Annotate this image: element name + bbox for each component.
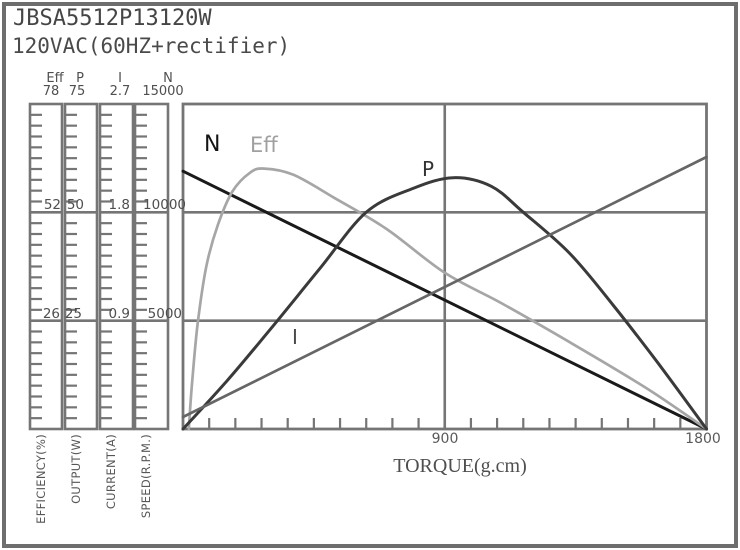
page-title: JBSA5512P13120W [13, 6, 212, 31]
axis-unit-current: CURRENT(A) [104, 434, 118, 510]
x-axis-title: TORQUE(g.cm) [393, 455, 527, 477]
axis-unit-speed: SPEED(R.P.M.) [139, 434, 153, 519]
curve-label-i: I [292, 325, 298, 349]
axis-header-p: P [76, 71, 84, 86]
axis-top-n: 15000 [142, 84, 184, 99]
axis-unit-output: OUTPUT(W) [69, 434, 83, 504]
axis-low-eff: 26 [42, 306, 60, 322]
axis-mid-eff: 52 [43, 197, 61, 213]
curve-label-p: P [422, 157, 435, 181]
axis-top-i: 2.7 [109, 84, 131, 99]
axis-mid-p: 50 [66, 197, 84, 213]
axis-header-n: N [163, 71, 173, 86]
axis-top-eff: 78 [42, 84, 60, 99]
curve-eff [187, 167, 708, 431]
axis-unit-efficiency: EFFICIENCY(%) [34, 434, 48, 524]
axis-low-p: 25 [64, 306, 82, 322]
axis-top-p: 75 [68, 84, 86, 99]
axis-low-n: 5000 [147, 306, 182, 322]
curve-label-eff: Eff [250, 133, 278, 157]
axis-mid-i: 1.8 [108, 197, 130, 213]
curve-label-n: N [204, 132, 221, 157]
curve-i [181, 155, 708, 419]
axis-header-eff: Eff [46, 71, 64, 86]
page-subtitle: 120VAC(60HZ+rectifier) [12, 34, 291, 58]
axis-low-i: 0.9 [108, 306, 130, 322]
curve-p [181, 176, 708, 431]
curve-n [181, 169, 708, 431]
axis-mid-n: 10000 [143, 197, 186, 213]
x-tick-1800: 1800 [685, 431, 721, 447]
x-tick-900: 900 [431, 431, 459, 447]
axis-header-i: I [118, 71, 122, 86]
